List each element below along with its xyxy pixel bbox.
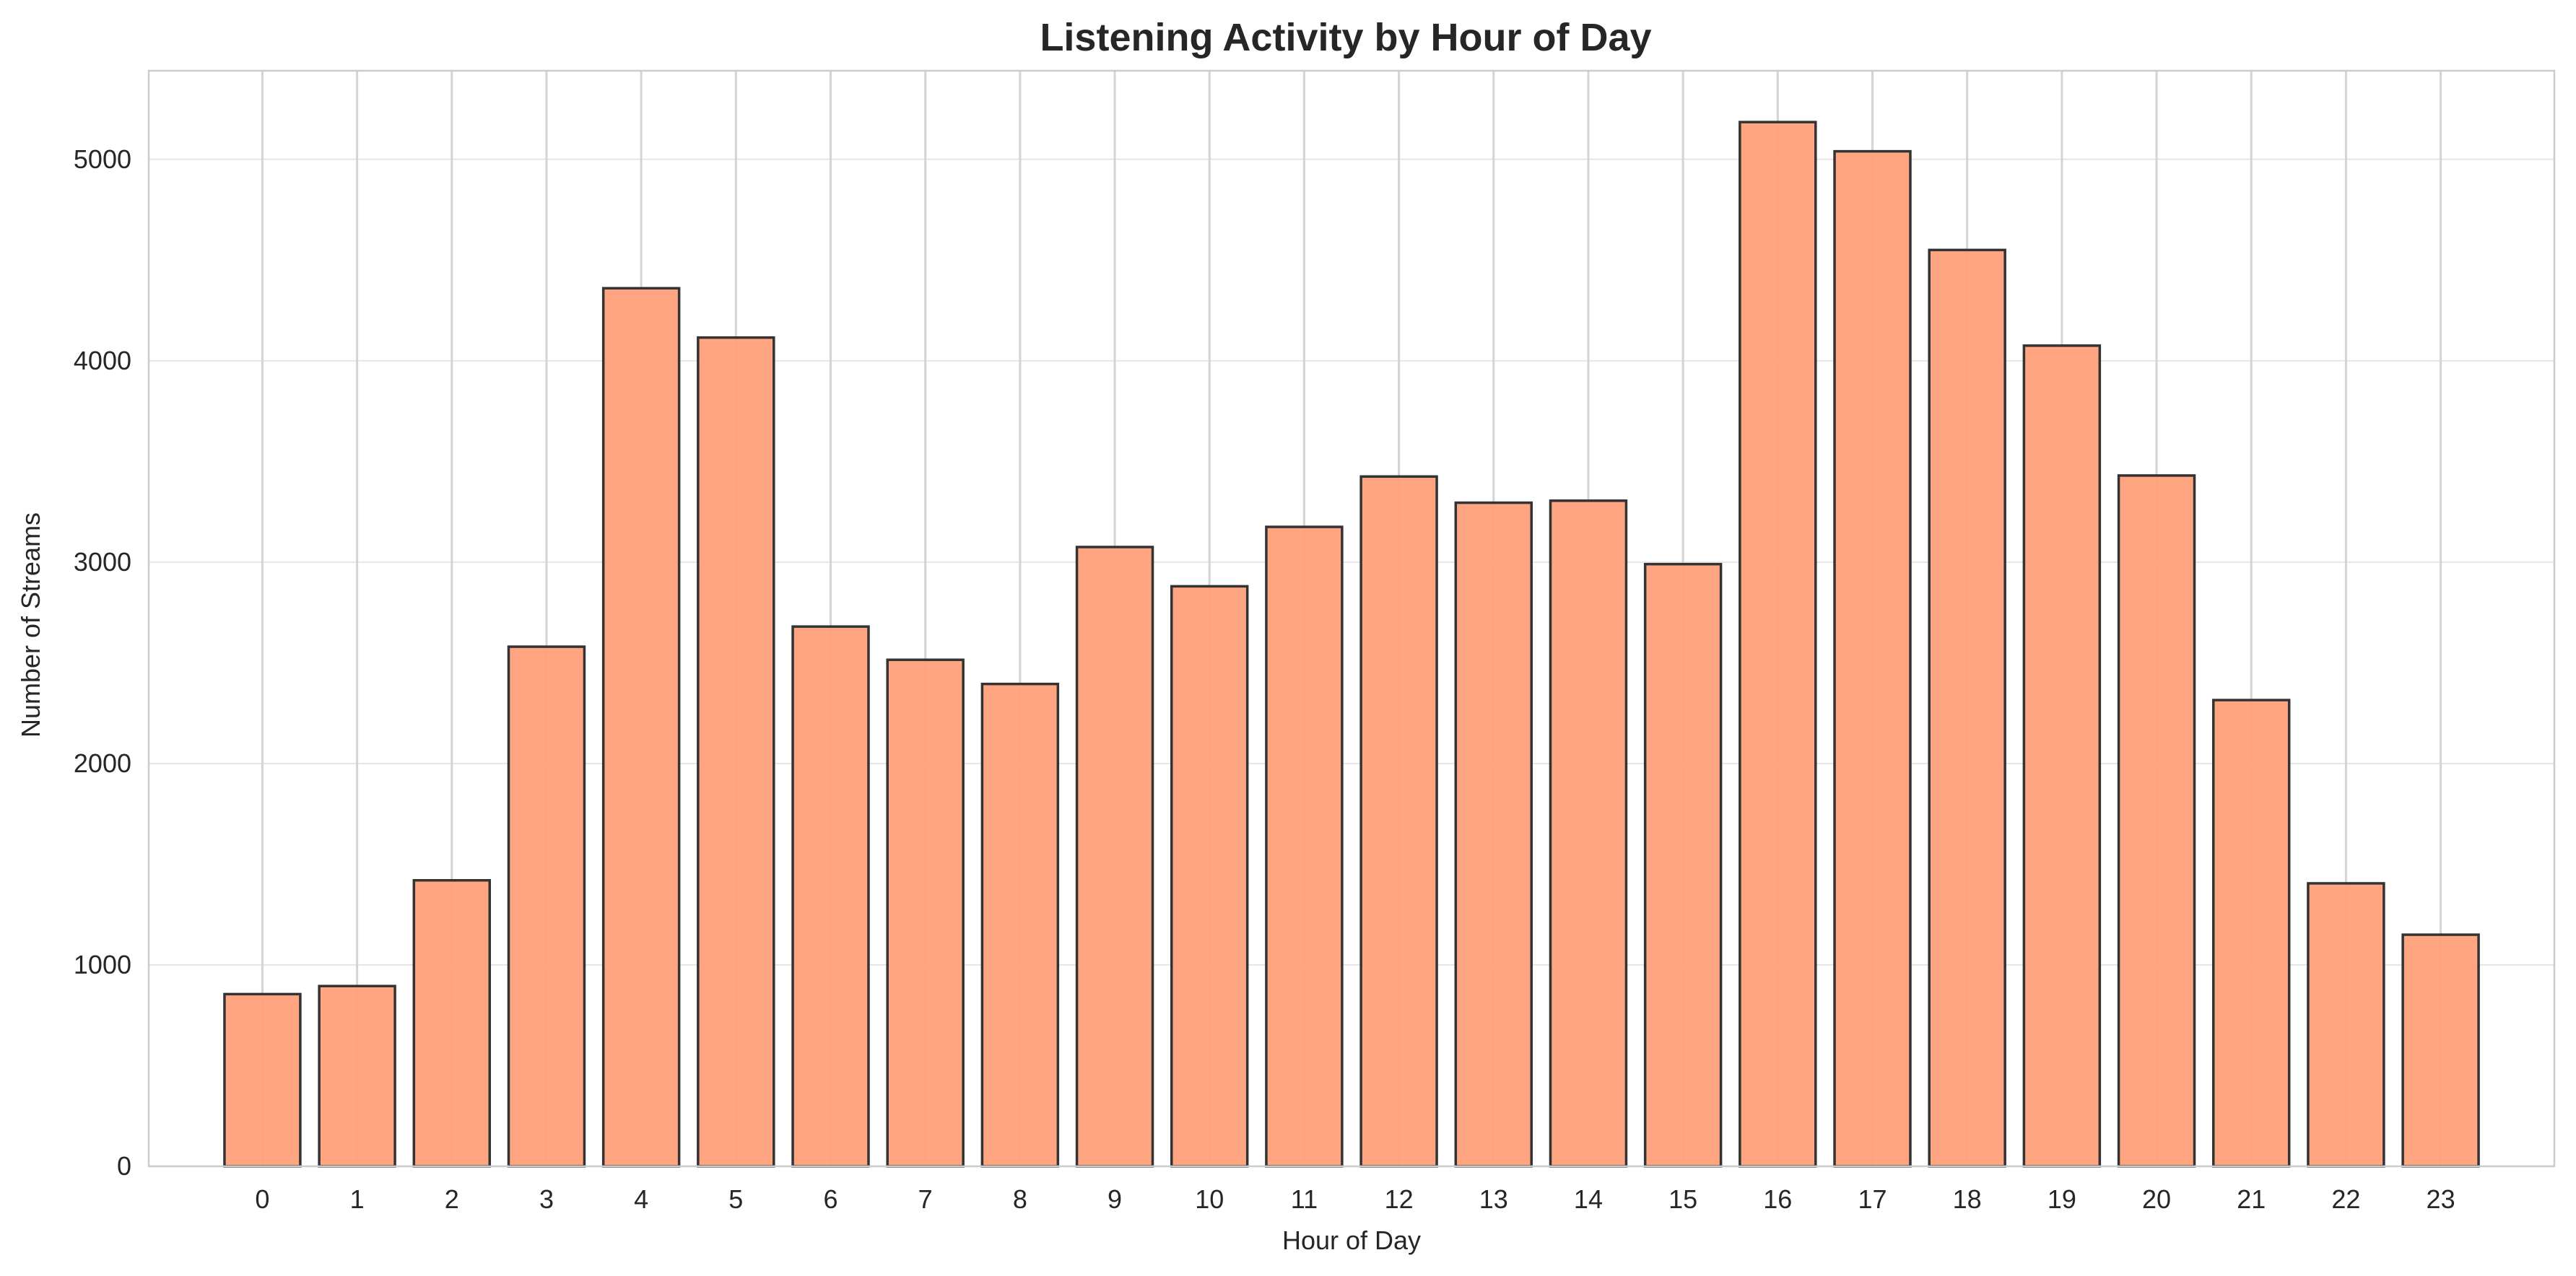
x-tick-label: 16: [1763, 1184, 1792, 1214]
x-tick-label: 5: [728, 1184, 743, 1214]
bar-hour-6: [791, 625, 870, 1168]
bar-hour-16: [1739, 121, 1817, 1168]
bar-hour-1: [318, 984, 396, 1168]
bar-hour-21: [2211, 699, 2291, 1168]
x-tick-label: 6: [823, 1184, 837, 1214]
x-tick-labels: 0 1 2 3 4 5 6 7 8 9 10 11 12 13 14 15 16 17 18 19 20 21 22 23: [255, 1184, 2455, 1214]
bar-hour-4: [601, 287, 681, 1168]
y-tick-label: 5000: [74, 144, 131, 174]
x-tick-label: 2: [445, 1184, 459, 1214]
x-tick-label: 4: [634, 1184, 648, 1214]
bar-hour-12: [1359, 475, 1438, 1168]
plot-frame: [147, 69, 2556, 1168]
bar-hour-8: [980, 682, 1060, 1168]
x-tick-label: 10: [1195, 1184, 1224, 1214]
x-tick-label: 22: [2331, 1184, 2360, 1214]
x-tick-label: 9: [1108, 1184, 1122, 1214]
bar-hour-0: [223, 992, 302, 1168]
x-tick-label: 7: [918, 1184, 933, 1214]
bar-hour-5: [697, 336, 775, 1168]
bar-hour-22: [2307, 882, 2385, 1168]
x-tick-label: 19: [2048, 1184, 2076, 1214]
bar-hour-14: [1549, 499, 1628, 1168]
bar-hour-23: [2401, 933, 2480, 1168]
x-tick-label: 17: [1858, 1184, 1887, 1214]
y-tick-label: 3000: [74, 547, 131, 577]
chart-title: Listening Activity by Hour of Day: [1040, 16, 1651, 59]
x-tick-label: 1: [350, 1184, 365, 1214]
bar-hour-11: [1265, 525, 1344, 1168]
bar-hour-10: [1170, 585, 1249, 1168]
bar-layer: [223, 121, 2480, 1168]
bar-hour-7: [886, 658, 965, 1168]
bar-hour-19: [2022, 344, 2102, 1168]
x-tick-label: 20: [2142, 1184, 2171, 1214]
y-axis-label: Number of Streams: [16, 512, 45, 738]
x-tick-label: 23: [2427, 1184, 2455, 1214]
x-tick-label: 0: [255, 1184, 269, 1214]
x-tick-label: 18: [1953, 1184, 1982, 1214]
bar-hour-3: [507, 645, 586, 1168]
bar-hour-20: [2117, 474, 2196, 1168]
bar-hour-15: [1643, 562, 1723, 1168]
bar-hour-18: [1928, 248, 2006, 1168]
x-tick-label: 15: [1668, 1184, 1697, 1214]
x-axis-label: Hour of Day: [1282, 1225, 1421, 1255]
bar-hour-9: [1075, 546, 1154, 1168]
y-tick-label: 0: [117, 1151, 131, 1181]
bar-hour-13: [1454, 501, 1533, 1168]
y-tick-label: 2000: [74, 748, 131, 778]
bar-hour-17: [1833, 149, 1912, 1168]
x-tick-label: 8: [1013, 1184, 1027, 1214]
x-tick-label: 12: [1385, 1184, 1414, 1214]
x-tick-label: 13: [1479, 1184, 1508, 1214]
bar-hour-2: [412, 879, 492, 1168]
y-tick-labels: 0 1000 2000 3000 4000 5000: [74, 144, 131, 1181]
x-tick-label: 14: [1574, 1184, 1603, 1214]
x-tick-label: 11: [1291, 1184, 1318, 1214]
x-tick-label: 21: [2237, 1184, 2266, 1214]
y-tick-label: 1000: [74, 950, 131, 979]
x-tick-label: 3: [539, 1184, 554, 1214]
y-tick-label: 4000: [74, 346, 131, 375]
